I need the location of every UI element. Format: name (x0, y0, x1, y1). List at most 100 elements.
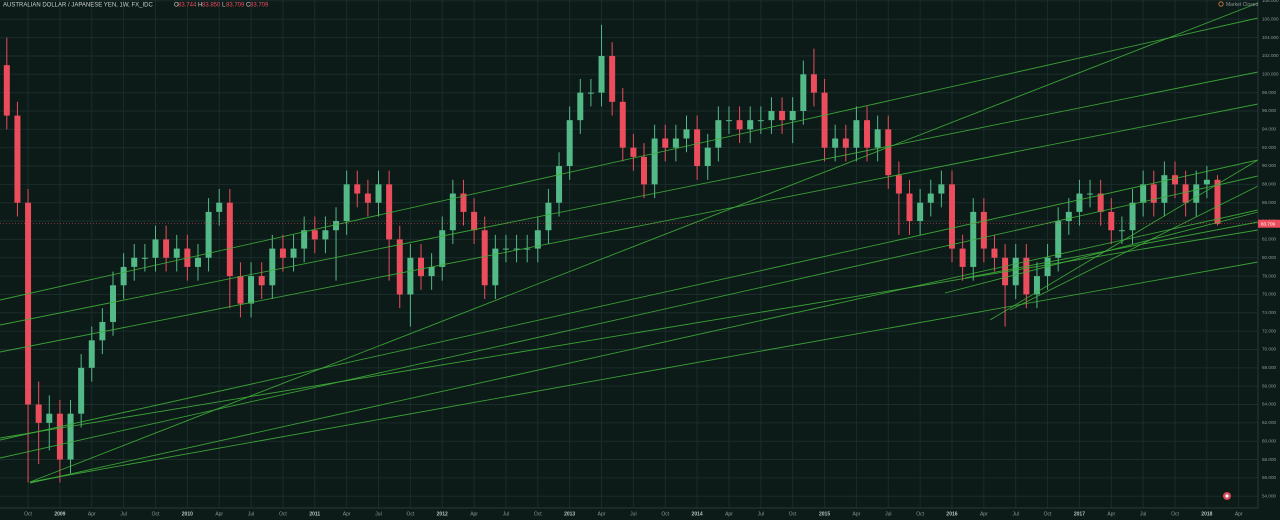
y-tick-label: 56.000 (1262, 475, 1276, 480)
candle-body (311, 230, 318, 240)
candle-body (789, 110, 796, 121)
trend-lines (0, 2, 1259, 484)
candle-body (1193, 184, 1200, 203)
candle-body (800, 74, 807, 111)
settings-button-dot (1225, 494, 1229, 498)
candle-body (322, 230, 329, 240)
candle-body (99, 321, 106, 341)
candle-body (619, 101, 626, 148)
candle-body (757, 120, 764, 122)
candle-body (672, 138, 679, 148)
candle-body (577, 92, 584, 121)
candle-body (927, 193, 934, 203)
x-tick-label: Apr (1107, 511, 1115, 517)
candle-body (35, 404, 42, 423)
x-tick-label: 2012 (437, 511, 448, 517)
y-tick-label: 76.000 (1262, 292, 1276, 297)
x-tick-label: Oct (916, 511, 924, 517)
y-tick-label: 92.000 (1262, 145, 1276, 150)
candle-body (407, 257, 414, 295)
candle-body (502, 248, 509, 250)
candle-body (768, 110, 775, 121)
candle-body (874, 129, 881, 148)
candle-body (205, 211, 212, 258)
candle-body (449, 193, 456, 231)
x-tick-label: Jul (1013, 511, 1019, 517)
candle-body (534, 230, 541, 249)
y-tick-label: 70.000 (1262, 347, 1276, 352)
candle-body (1203, 179, 1210, 185)
x-tick-label: Apr (88, 511, 96, 517)
market-status[interactable]: Market Closed (1226, 2, 1258, 8)
x-tick-label: Apr (853, 511, 861, 517)
x-tick-label: Apr (343, 511, 351, 517)
candle-body (25, 202, 32, 405)
candle-body (237, 276, 244, 304)
y-tick-label: 86.000 (1262, 200, 1276, 205)
candle-body (895, 175, 902, 194)
x-tick-label: 2014 (692, 511, 703, 517)
candle-body (428, 266, 435, 277)
x-tick-label: Oct (279, 511, 287, 517)
candle-body (725, 120, 732, 122)
candle-body (386, 184, 393, 240)
x-tick-label: Apr (598, 511, 606, 517)
candle-body (279, 248, 286, 258)
candle-body (354, 184, 361, 194)
y-tick-label: 64.000 (1262, 402, 1276, 407)
candle-body (630, 147, 637, 157)
trend-line (29, 209, 1259, 484)
candle-body (864, 120, 871, 148)
y-tick-label: 94.000 (1262, 127, 1276, 132)
candle-body (885, 129, 892, 176)
legend-key: H (198, 3, 202, 9)
trend-line (0, 175, 1259, 459)
candle-body (173, 248, 180, 258)
candle-body (810, 74, 817, 93)
candle-body (152, 239, 159, 258)
y-tick-label: 58.000 (1262, 457, 1276, 462)
x-tick-label: 2017 (1074, 511, 1085, 517)
x-tick-label: Oct (1171, 511, 1179, 517)
candle-body (641, 156, 648, 185)
x-tick-label: 2013 (564, 511, 575, 517)
y-tick-label: 88.000 (1262, 182, 1276, 187)
candle-body (513, 248, 520, 250)
y-tick-label: 78.000 (1262, 273, 1276, 278)
candle-body (248, 276, 255, 304)
candle-body (1097, 193, 1104, 212)
trend-line (0, 229, 1259, 439)
candle-body (1108, 211, 1115, 231)
candle-body (216, 202, 223, 212)
legend-key: C (246, 3, 251, 9)
candle-body (1150, 184, 1157, 203)
candle-body (779, 110, 786, 121)
trend-line (29, 261, 1259, 483)
trend-line (0, 17, 1259, 301)
legend-key: O (174, 3, 179, 9)
candle-body (853, 120, 860, 148)
y-tick-label: 98.000 (1262, 90, 1276, 95)
candle-body (1087, 193, 1094, 195)
candle-layer (3, 24, 1221, 483)
x-tick-label: Oct (24, 511, 32, 517)
candle-body (524, 248, 531, 250)
candle-body (959, 248, 966, 267)
x-tick-label: Jul (1140, 511, 1146, 517)
trend-line (0, 159, 1259, 441)
candle-body (88, 340, 95, 368)
x-tick-label: Oct (406, 511, 414, 517)
candle-body (1140, 184, 1147, 203)
y-tick-label: 104.000 (1262, 35, 1279, 40)
x-tick-label: Apr (470, 511, 478, 517)
candle-body (110, 285, 117, 322)
candle-body (694, 129, 701, 167)
y-tick-label: 96.000 (1262, 108, 1276, 113)
candle-body (492, 248, 499, 286)
candle-body (715, 120, 722, 148)
legend-value: 83.709 (226, 3, 245, 9)
y-tick-label: 108.000 (1262, 0, 1279, 3)
candle-body (842, 138, 849, 148)
candle-body (67, 413, 74, 460)
candle-body (683, 129, 690, 139)
